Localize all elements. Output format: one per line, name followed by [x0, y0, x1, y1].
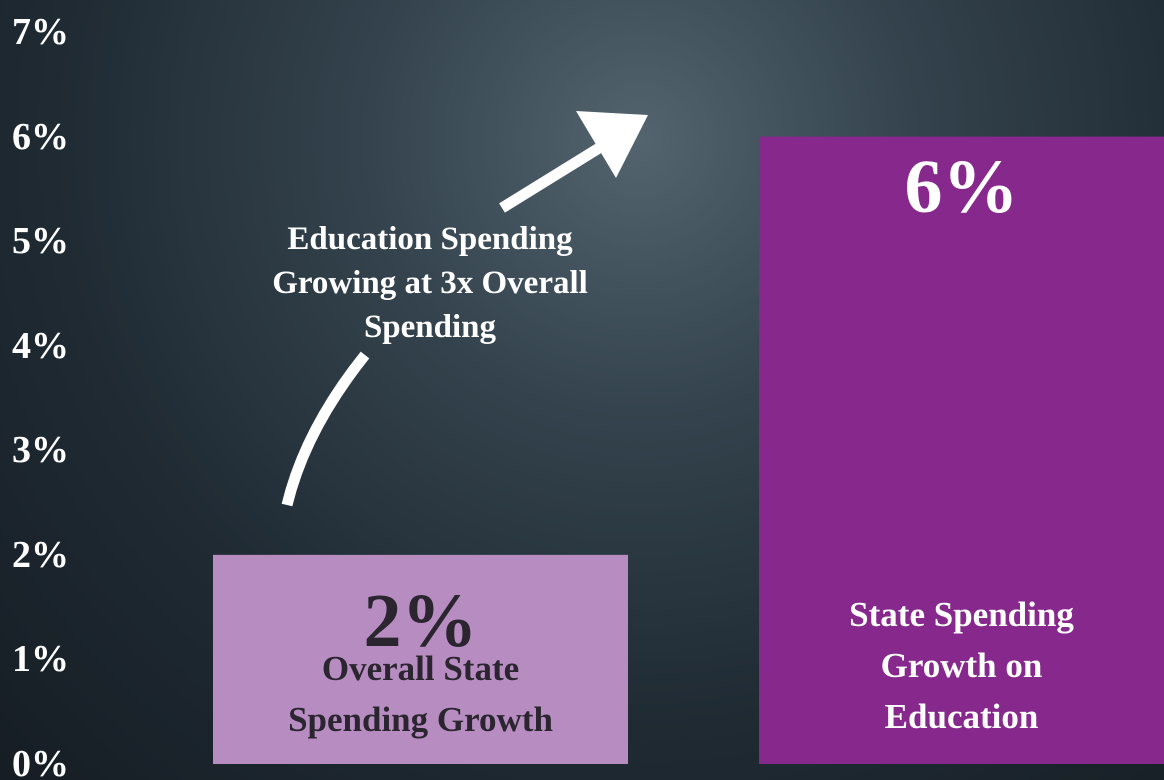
arrow-head	[576, 111, 648, 178]
y-tick-label: 0%	[12, 742, 69, 780]
value-label: 6%	[759, 149, 1164, 225]
y-tick-label: 2%	[12, 533, 69, 577]
annotation: Education Spending Growing at 3x Overall…	[255, 218, 605, 350]
y-tick-label: 5%	[12, 219, 69, 263]
arrow-shaft	[502, 140, 612, 208]
arrow-tail	[287, 355, 365, 505]
category-label: Overall State Spending Growth	[253, 644, 588, 746]
y-tick-label: 7%	[12, 10, 69, 54]
y-tick-label: 3%	[12, 428, 69, 472]
y-tick-label: 6%	[12, 115, 69, 159]
category-label: State Spending Growth on Education	[814, 590, 1109, 742]
chart: Education Spending Growing at 3x Overall…	[0, 0, 1164, 780]
y-tick-label: 1%	[12, 637, 69, 681]
y-tick-label: 4%	[12, 324, 69, 368]
